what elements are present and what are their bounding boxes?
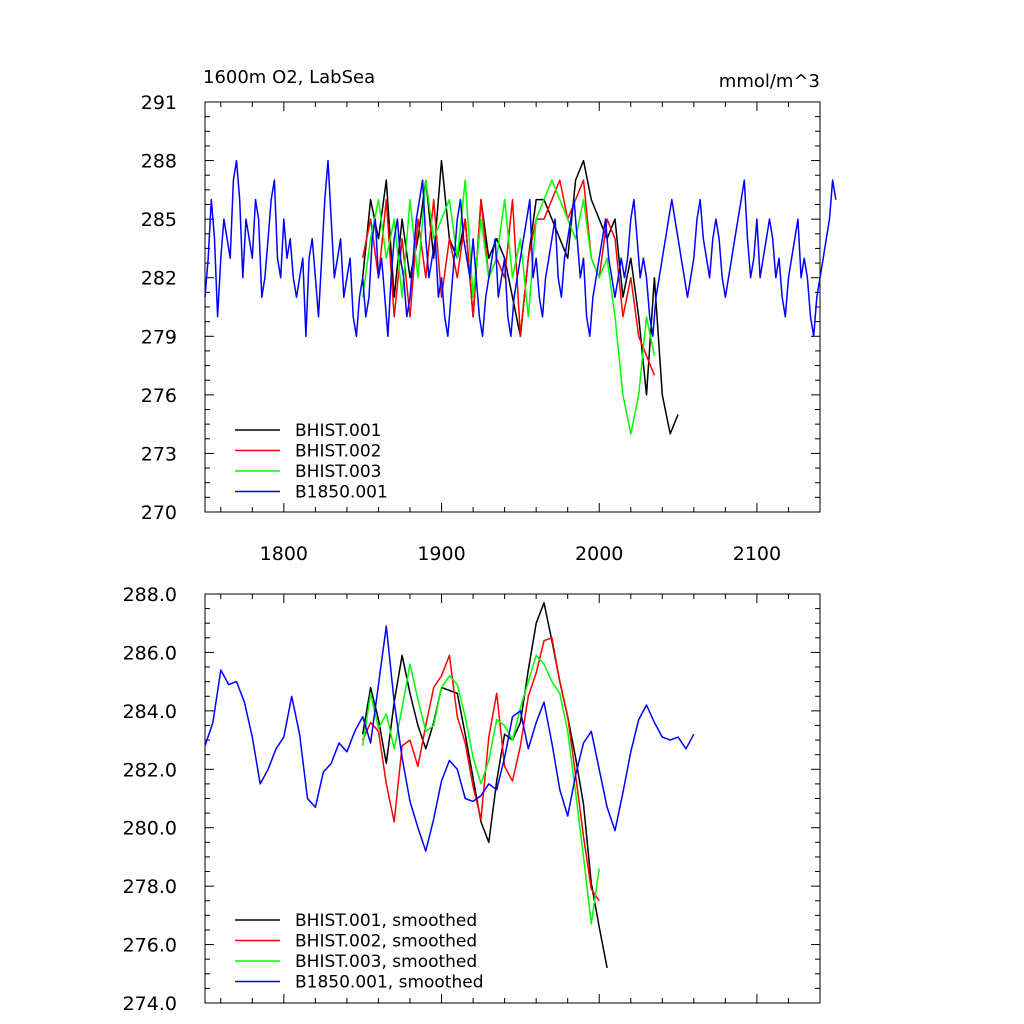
legend-label: BHIST.003 [295, 462, 381, 482]
legend-label: BHIST.002, smoothed [295, 932, 477, 952]
y-tick-label: 280.0 [123, 818, 177, 840]
y-tick-label: 288.0 [123, 584, 177, 606]
y-tick-label: 288 [141, 151, 177, 173]
series-line-bhist-003-smoothed [361, 654, 600, 925]
x-tick-label: 2000 [575, 543, 623, 565]
legend-label: B1850.001, smoothed [295, 973, 484, 993]
y-tick-label: 291 [141, 92, 177, 114]
y-tick-label: 274.0 [123, 993, 177, 1015]
legend-label: BHIST.003, smoothed [295, 952, 477, 972]
y-tick-label: 276 [141, 385, 177, 407]
legend-label: BHIST.001 [295, 421, 381, 441]
y-tick-label: 282.0 [123, 759, 177, 781]
x-tick-label: 1900 [417, 543, 465, 565]
series-line-bhist-003 [361, 179, 656, 435]
y-tick-label: 276.0 [123, 935, 177, 957]
y-tick-label: 270 [141, 502, 177, 524]
y-tick-label: 278.0 [123, 876, 177, 898]
x-tick-label: 1800 [260, 543, 308, 565]
legend-label: BHIST.002 [295, 442, 381, 462]
units-label: mmol/m^3 [719, 71, 820, 92]
series-line-b1850-001-smoothed [204, 625, 695, 852]
y-tick-label: 282 [141, 268, 177, 290]
series-line-bhist-002-smoothed [362, 637, 600, 902]
x-tick-label: 2100 [733, 543, 781, 565]
y-tick-label: 284.0 [123, 701, 177, 723]
top-panel: 270 273 276 279 282 285 288 291 1800 1900 2000 2100… [141, 67, 837, 565]
y-tick-label: 286.0 [123, 642, 177, 664]
legend-label: B1850.001 [295, 483, 388, 503]
bottom-panel: 274.0 276.0 278.0 280.0 282.0 284.0 286.0 288.0… [123, 584, 821, 1015]
y-tick-label: 279 [141, 326, 177, 348]
series-line-b1850-001 [204, 159, 837, 338]
y-tick-label: 273 [141, 443, 177, 465]
legend-label: BHIST.001, smoothed [295, 911, 477, 931]
chart-title: 1600m O2, LabSea [203, 67, 375, 88]
y-tick-label: 285 [141, 209, 177, 231]
